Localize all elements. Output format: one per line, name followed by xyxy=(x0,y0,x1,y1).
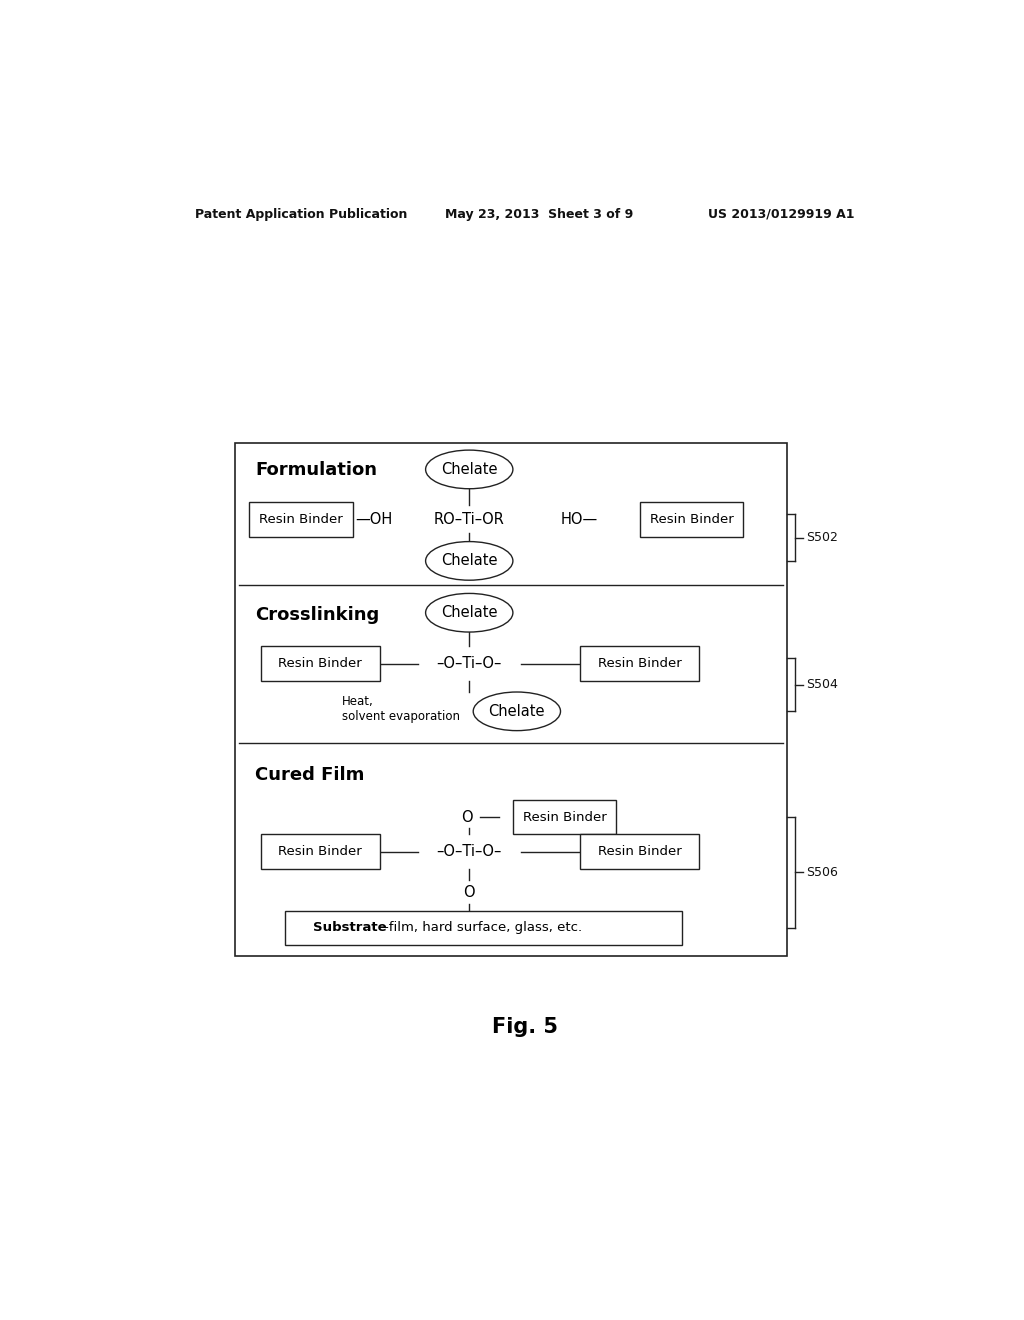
Text: Formulation: Formulation xyxy=(255,462,377,479)
Text: Chelate: Chelate xyxy=(441,606,498,620)
Text: —OH: —OH xyxy=(355,512,392,527)
Text: Crosslinking: Crosslinking xyxy=(255,606,379,624)
Text: solvent evaporation: solvent evaporation xyxy=(342,710,460,723)
Text: –O–Ti–O–: –O–Ti–O– xyxy=(436,656,502,671)
Text: Resin Binder: Resin Binder xyxy=(279,845,361,858)
Text: RO–Ti–OR: RO–Ti–OR xyxy=(434,512,505,527)
Text: –O–Ti–O–: –O–Ti–O– xyxy=(436,843,502,859)
Text: Resin Binder: Resin Binder xyxy=(279,657,361,671)
Text: May 23, 2013  Sheet 3 of 9: May 23, 2013 Sheet 3 of 9 xyxy=(445,207,634,220)
Text: US 2013/0129919 A1: US 2013/0129919 A1 xyxy=(708,207,854,220)
Text: Resin Binder: Resin Binder xyxy=(522,810,606,824)
Text: Heat,: Heat, xyxy=(342,694,374,708)
Ellipse shape xyxy=(426,541,513,581)
Text: -film, hard surface, glass, etc.: -film, hard surface, glass, etc. xyxy=(384,921,583,935)
FancyBboxPatch shape xyxy=(513,800,616,834)
Text: Resin Binder: Resin Binder xyxy=(598,657,682,671)
FancyBboxPatch shape xyxy=(260,834,380,869)
FancyBboxPatch shape xyxy=(260,647,380,681)
Text: S502: S502 xyxy=(807,531,839,544)
Text: Cured Film: Cured Film xyxy=(255,767,365,784)
Text: Resin Binder: Resin Binder xyxy=(649,512,733,525)
Ellipse shape xyxy=(426,450,513,488)
Text: O: O xyxy=(464,884,475,900)
Bar xyxy=(236,444,786,956)
Text: S504: S504 xyxy=(807,678,839,692)
Ellipse shape xyxy=(426,594,513,632)
FancyBboxPatch shape xyxy=(250,502,352,536)
Text: O: O xyxy=(461,809,473,825)
Text: Fig. 5: Fig. 5 xyxy=(492,1018,558,1038)
Text: S506: S506 xyxy=(807,866,839,879)
Ellipse shape xyxy=(473,692,560,731)
Text: Chelate: Chelate xyxy=(441,553,498,569)
FancyBboxPatch shape xyxy=(640,502,743,536)
Text: Resin Binder: Resin Binder xyxy=(598,845,682,858)
FancyBboxPatch shape xyxy=(581,834,699,869)
Text: Patent Application Publication: Patent Application Publication xyxy=(196,207,408,220)
FancyBboxPatch shape xyxy=(581,647,699,681)
Text: Resin Binder: Resin Binder xyxy=(259,512,343,525)
Text: Substrate: Substrate xyxy=(313,921,386,935)
Text: Chelate: Chelate xyxy=(488,704,545,719)
Text: HO—: HO— xyxy=(560,512,598,527)
FancyBboxPatch shape xyxy=(285,911,682,945)
Text: Chelate: Chelate xyxy=(441,462,498,477)
